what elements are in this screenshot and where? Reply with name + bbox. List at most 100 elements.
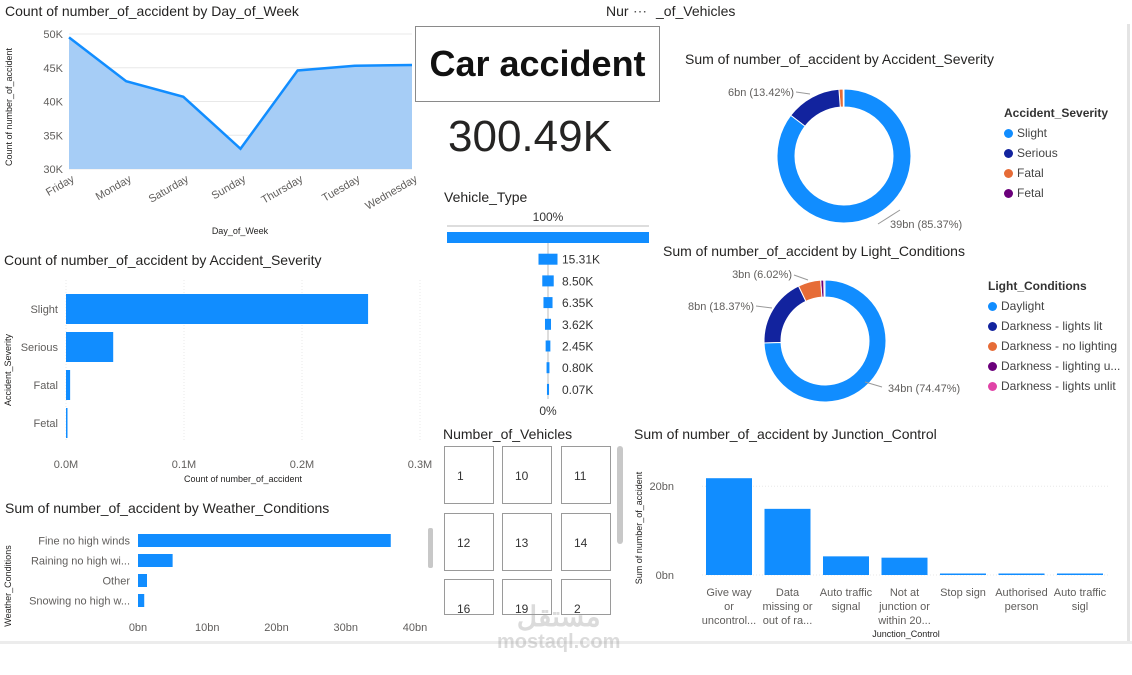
y-tick-label: 40K — [43, 97, 63, 109]
y-tick-label: 0bn — [656, 570, 674, 582]
x-tick-label: 10bn — [195, 622, 219, 634]
slicer-tile[interactable]: 13 — [502, 513, 552, 571]
x-tick-label: 40bn — [403, 622, 427, 634]
x-tick-label: Not at — [890, 587, 919, 599]
bar — [66, 370, 71, 400]
bar — [138, 594, 145, 607]
leader-line — [793, 274, 809, 281]
x-tick-label: within 20... — [877, 615, 931, 627]
legend-title: Light_Conditions — [988, 279, 1087, 293]
bar — [764, 508, 811, 575]
funnel-bar — [546, 383, 550, 395]
slicer-title: Number_of_Vehicles — [443, 426, 573, 442]
x-tick-label: 20bn — [264, 622, 288, 634]
data-label: 34bn (74.47%) — [888, 383, 960, 395]
light-conditions-donut-chart[interactable]: 34bn (74.47%) 8bn (18.37%) 3bn (6.02%) — [680, 262, 980, 422]
y-tick-label: Fatal — [34, 380, 58, 392]
weather-bar-chart[interactable]: 0bn 10bn 20bn 30bn 40bn Fine no high winds Rai… — [0, 518, 440, 638]
legend-label: Darkness - lights lit — [1001, 319, 1103, 333]
x-axis-title: Day_of_Week — [212, 226, 269, 236]
slicer-tile[interactable]: 19 — [502, 579, 552, 616]
x-tick-label: Data — [776, 587, 800, 599]
x-tick-label: Monday — [94, 173, 134, 203]
chart-title-severity-donut: Sum of number_of_accident by Accident_Se… — [685, 51, 994, 67]
leader-line — [877, 209, 901, 225]
bar — [998, 573, 1045, 575]
data-label: 39bn (85.37%) — [890, 219, 962, 231]
kpi-title-card: Car accident — [415, 26, 660, 102]
donut-slice — [763, 279, 887, 403]
legend-item[interactable]: Darkness - lights unlit — [988, 379, 1120, 393]
y-axis-title: Accident_Severity — [3, 333, 13, 406]
x-tick-label: Stop sign — [940, 587, 986, 599]
legend-item[interactable]: Darkness - lighting u... — [988, 359, 1120, 373]
legend-item[interactable]: Darkness - lights lit — [988, 319, 1120, 333]
x-tick-label: Tuesday — [320, 173, 363, 205]
junction-bar-chart[interactable]: 0bn 20bn Give way or uncontrol... Data missing… — [630, 444, 1130, 644]
legend-label: Daylight — [1001, 299, 1045, 313]
x-tick-label: 0.2M — [290, 459, 314, 471]
vehicle-type-funnel-chart[interactable]: 100% 15.31K 8.50K 6.35K 3.62K 2.45K 0.80K 0.07K… — [440, 206, 660, 418]
chart-title-day-of-week: Count of number_of_accident by Day_of_We… — [5, 3, 299, 19]
funnel-bar — [545, 340, 551, 352]
funnel-value-label: 0.07K — [562, 383, 593, 397]
legend-dot-icon — [988, 342, 997, 351]
legend-dot-icon — [988, 302, 997, 311]
bar — [1057, 573, 1103, 575]
legend-item[interactable]: Fetal — [1004, 186, 1108, 200]
funnel-bar — [544, 318, 552, 330]
watermark-text: mostaql.com — [497, 631, 621, 653]
leader-line — [755, 305, 773, 309]
legend-item[interactable]: Fatal — [1004, 166, 1108, 180]
legend-dot-icon — [988, 322, 997, 331]
legend-item[interactable]: Darkness - no lighting — [988, 339, 1120, 353]
y-axis-title: Count of number_of_accident — [4, 47, 14, 166]
donut-slice — [763, 285, 807, 344]
x-tick-label: sigl — [1072, 601, 1089, 613]
bar — [138, 534, 391, 547]
leader-line — [795, 91, 811, 95]
slicer-tile[interactable]: 14 — [561, 513, 611, 571]
legend-title: Accident_Severity — [1004, 106, 1109, 120]
x-tick-label: or — [724, 601, 734, 613]
legend-item[interactable]: Serious — [1004, 146, 1108, 160]
y-tick-label: 50K — [43, 29, 63, 41]
legend-label: Slight — [1017, 126, 1048, 140]
bottom-divider — [0, 641, 1132, 644]
y-tick-label: Serious — [21, 342, 59, 354]
slicer-tile[interactable]: 1 — [444, 446, 494, 504]
x-tick-label: Authorised — [995, 587, 1048, 599]
y-tick-label: Slight — [30, 304, 58, 316]
x-tick-label: junction or — [878, 601, 930, 613]
bar — [66, 294, 369, 324]
legend-dot-icon — [1004, 169, 1013, 178]
chart-title-vehicle-type: Vehicle_Type — [444, 189, 528, 205]
legend-dot-icon — [988, 362, 997, 371]
series-line — [68, 36, 413, 151]
legend-label: Darkness - no lighting — [1001, 339, 1118, 353]
slicer-scrollbar[interactable] — [617, 446, 623, 544]
y-tick-label: 20bn — [650, 481, 674, 493]
weather-scrollbar[interactable] — [428, 528, 433, 568]
y-tick-label: 35K — [43, 130, 63, 142]
slicer-tile[interactable]: 12 — [444, 513, 494, 571]
day-of-week-area-chart[interactable]: 30K 35K 40K 45K 50K Friday Monday Saturday Sunda… — [0, 20, 420, 242]
bar — [940, 573, 986, 575]
slicer-tile[interactable]: 11 — [561, 446, 611, 504]
severity-donut-chart[interactable]: 39bn (85.37%) 6bn (13.42%) — [700, 70, 1000, 240]
right-edge-divider — [1127, 24, 1130, 644]
kpi-title: Car accident — [429, 43, 646, 84]
chart-title-severity-bar: Count of number_of_accident by Accident_… — [4, 252, 322, 268]
slicer-tile[interactable]: 16 — [444, 579, 494, 616]
header-partial-right: _of_Vehicles — [656, 3, 736, 19]
slicer-tile[interactable]: 10 — [502, 446, 552, 504]
slicer-tile[interactable]: 2 — [561, 579, 611, 616]
legend-item[interactable]: Slight — [1004, 126, 1108, 140]
y-tick-label: Fine no high winds — [38, 536, 130, 548]
severity-bar-chart[interactable]: 0.0M 0.1M 0.2M 0.3M Slight Serious Fatal Fetal C… — [0, 270, 440, 490]
header-ellipsis-icon[interactable]: ⋯ — [633, 3, 647, 19]
funnel-bar — [546, 362, 550, 374]
leader-line — [864, 381, 883, 388]
bar — [66, 408, 68, 438]
legend-item[interactable]: Daylight — [988, 299, 1120, 313]
